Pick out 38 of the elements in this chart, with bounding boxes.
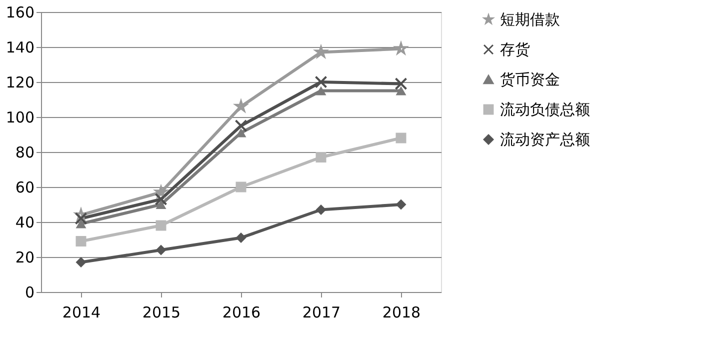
y-tick-label: 60 [15,178,34,196]
point [316,204,326,215]
x-tick-label: 2014 [62,304,101,322]
y-tick-label: 100 [6,108,34,126]
point [394,78,408,90]
y-tick-label: 40 [15,214,34,232]
point [316,152,326,162]
point [236,182,246,192]
y-tick-label: 80 [15,144,34,162]
y-tick-label: 160 [6,4,34,22]
point [76,257,86,268]
point [236,232,246,243]
y-tick-label: 120 [6,74,34,92]
point [156,244,166,256]
x-tick-label: 2018 [382,304,421,322]
x-tick-label: 2015 [142,304,181,322]
legend-label: 货币资金 [500,70,560,88]
legend-label: 流动资产总额 [500,130,590,148]
point [234,120,248,132]
point [396,199,406,210]
x-tick-label: 2016 [222,304,261,322]
legend-label: 流动负债总额 [500,100,590,118]
point [154,193,168,206]
point [74,212,88,225]
point [76,219,86,228]
point [396,132,406,144]
point [156,200,166,210]
y-tick-label: 0 [24,284,34,302]
point [314,76,328,88]
point [76,236,86,246]
point [396,86,406,96]
x-tick-label: 2017 [302,304,341,322]
point [316,86,326,96]
legend-label: 短期借款 [500,10,560,28]
y-tick-label: 20 [15,248,34,266]
point [156,220,166,231]
y-tick-label: 140 [6,38,34,56]
legend-label: 存货 [500,40,530,58]
